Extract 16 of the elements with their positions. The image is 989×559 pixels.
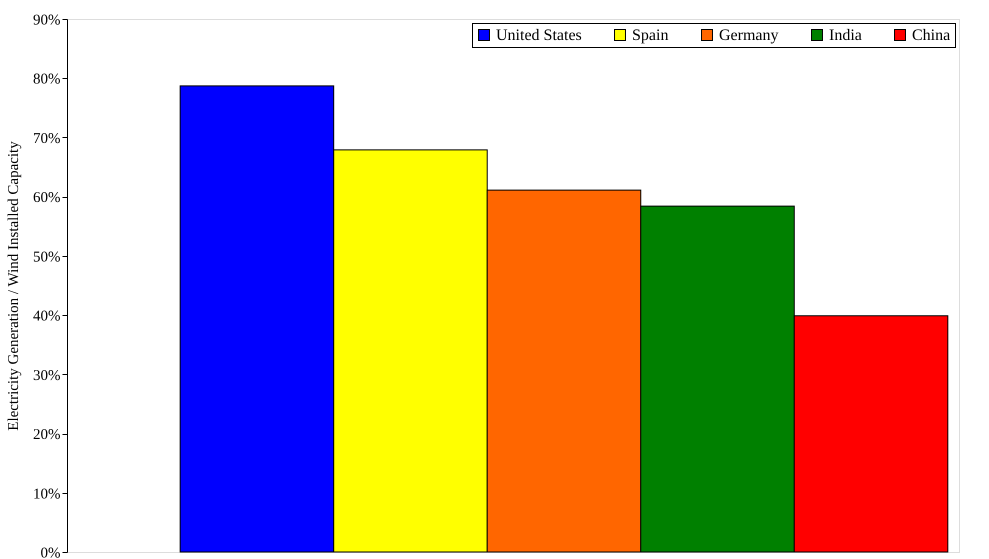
y-tick-label: 20% <box>33 427 60 444</box>
y-tick-label: 30% <box>33 368 60 384</box>
y-tick-label: 40% <box>33 308 60 325</box>
legend-label: Germany <box>719 27 779 44</box>
y-tick-label: 0% <box>40 546 60 559</box>
y-tick-label: 60% <box>33 190 60 206</box>
y-axis-title: Electricity Generation / Wind Installed Capacity <box>6 140 22 431</box>
y-tick-label: 50% <box>33 249 60 266</box>
legend-label: China <box>912 27 950 44</box>
legend-label: India <box>829 27 862 44</box>
legend-label: Spain <box>632 27 668 44</box>
y-tick-label: 70% <box>33 130 60 147</box>
y-tick-label: 10% <box>33 486 60 502</box>
y-tick-label: 90% <box>33 12 60 28</box>
legend-label: United States <box>496 27 582 44</box>
y-tick-label: 80% <box>33 72 60 88</box>
